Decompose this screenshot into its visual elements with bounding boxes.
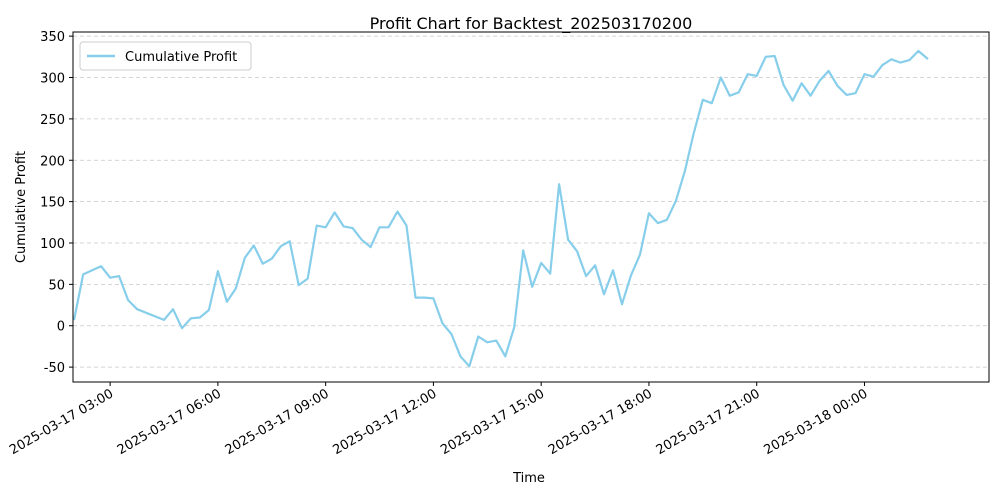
series-layer <box>73 49 929 368</box>
y-tick-label: 250 <box>40 113 65 128</box>
legend-box <box>79 41 252 71</box>
y-tick-label: 50 <box>48 278 65 293</box>
y-axis: -50 0 50 100 150 200 250 300 350 <box>40 30 73 376</box>
y-tick-label: 350 <box>40 30 65 45</box>
y-axis-title: Cumulative Profit <box>14 151 29 263</box>
y-tick-label: 300 <box>40 72 65 87</box>
y-tick-label: 200 <box>40 154 65 169</box>
y-tick-label: 150 <box>40 196 65 211</box>
legend: Cumulative Profit <box>79 41 252 71</box>
y-tick-label: 100 <box>40 237 65 252</box>
plot-frame <box>72 31 990 383</box>
y-tick-label: 0 <box>57 320 65 335</box>
series-line-cumulative-profit <box>73 49 929 368</box>
y-tick-label: -50 <box>44 361 65 376</box>
x-axis-title: Time <box>512 471 545 486</box>
chart-title: Profit Chart for Backtest_202503170200 <box>370 14 693 34</box>
legend-label-cumulative-profit: Cumulative Profit <box>125 50 237 65</box>
